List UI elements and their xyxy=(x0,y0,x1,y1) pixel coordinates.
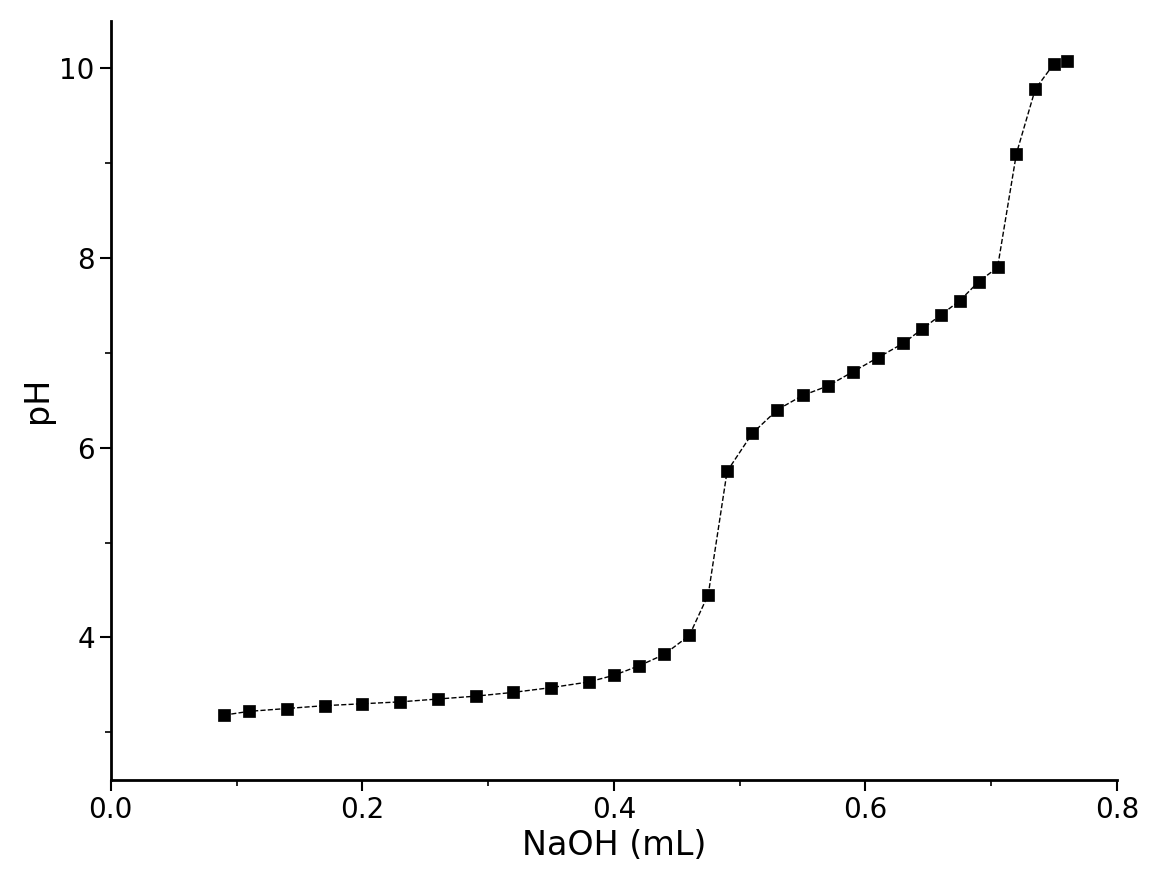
X-axis label: NaOH (mL): NaOH (mL) xyxy=(522,829,706,862)
Y-axis label: pH: pH xyxy=(21,377,53,423)
